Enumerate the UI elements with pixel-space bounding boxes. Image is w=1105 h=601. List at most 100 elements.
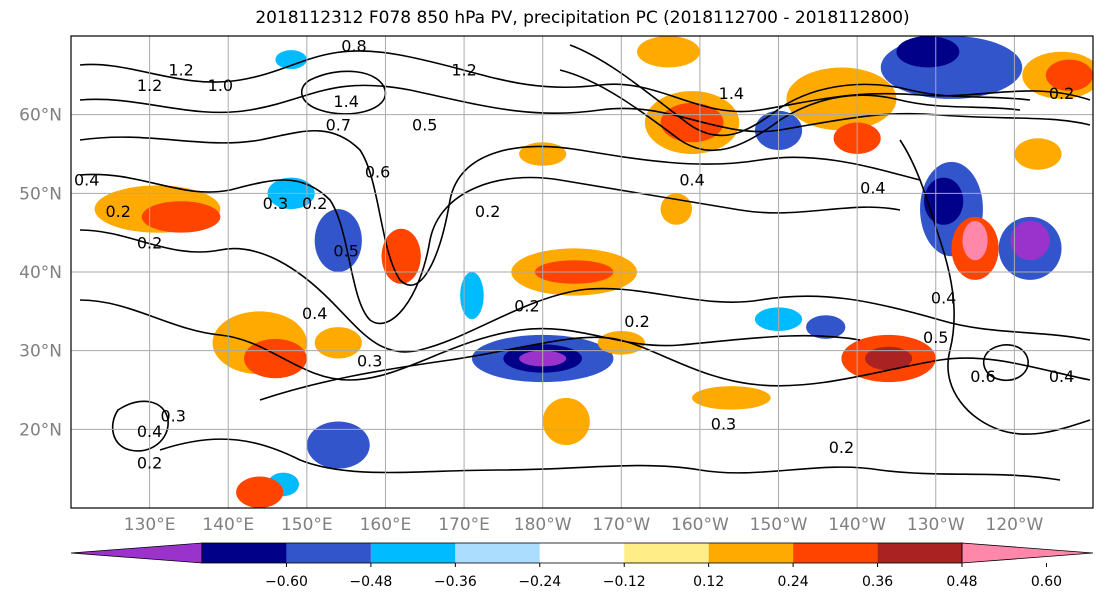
colorbar-tick-label: 0.60 [1031,574,1062,590]
contour-label: 0.2 [137,454,162,473]
contour-label: 0.5 [923,328,948,347]
contour-label: 0.4 [860,178,885,197]
graticule [71,36,1093,508]
lon-tick-label: 170°E [438,515,490,535]
lon-tick-label: 160°E [360,515,412,535]
contour-label: 0.7 [326,115,351,134]
precip-shade [141,201,221,233]
contour-label: 0.8 [341,37,366,56]
longitude-tick-labels: 130°E 140°E 150°E 160°E 170°E 180°W 170°W 160°W… [124,515,1044,535]
precip-shade [806,315,846,339]
contour-line [159,438,1061,481]
lon-tick-label: 160°W [671,515,729,535]
colorbar: −0.60 −0.48 −0.36 −0.24 −0.12 0.12 0.24 0.36 0.4… [70,542,1094,590]
contour-label: 0.2 [624,312,649,331]
contour-label: 0.4 [931,288,956,307]
colorbar-tick-label: 0.12 [693,574,724,590]
contour-label: 0.4 [74,170,99,189]
colorbar-swatch [708,543,794,563]
precip-shade [236,476,284,508]
contour-line [79,173,901,325]
contour-label: 0.3 [160,406,185,425]
contour-label: 0.2 [475,202,500,221]
contour-line [300,70,387,115]
contour-line [982,344,1029,382]
colorbar-swatch [877,543,962,563]
contour-label: 0.2 [302,194,327,213]
precip-shade [314,209,362,272]
contour-label: 0.5 [412,115,437,134]
colorbar-swatch [624,543,709,563]
colorbar-swatch [202,543,287,563]
precip-shade [275,50,307,70]
precipitation-shading [94,36,1093,508]
contour-line [111,400,169,452]
lat-tick-label: 20°N [19,420,62,440]
contour-label: 0.3 [711,414,736,433]
contour-label: 0.4 [1049,367,1074,386]
contour-label: 1.4 [333,92,358,111]
precip-shade [306,421,370,469]
contour-line [899,139,1091,435]
precip-shade [542,397,590,446]
lon-tick-label: 140°E [202,515,254,535]
contour-line [569,44,1031,137]
precip-shade [1010,220,1050,261]
lat-tick-label: 60°N [19,106,62,126]
colorbar-tick-label: −0.36 [434,574,477,590]
contour-labels: 0.8 1.2 1.2 1.0 1.2 1.4 0.7 0.5 0.4 0.2 0.2 0.3 0.2 0… [74,37,1074,473]
colorbar-extend-low [70,542,203,564]
colorbar-swatch [455,543,540,563]
contour-label: 0.2 [1049,84,1074,103]
lat-tick-label: 50°N [19,184,62,204]
contour-line [79,299,861,381]
contour-label: 0.5 [333,241,358,260]
colorbar-tick-label: −0.48 [349,574,392,590]
colorbar-swatch [370,543,456,563]
lon-tick-label: 180°W [514,515,572,535]
precip-shade [786,67,897,131]
precip-shade [923,177,964,225]
colorbar-swatch [286,543,371,563]
precip-shade [896,36,960,68]
contour-line [259,336,1091,401]
contour-label: 0.2 [829,438,854,457]
lon-tick-label: 150°W [750,515,808,535]
lon-tick-label: 170°W [592,515,650,535]
precip-shade [460,272,484,320]
lon-tick-label: 150°E [281,515,333,535]
contour-label: 0.3 [263,194,288,213]
precip-shade [1014,138,1062,170]
colorbar-swatch [539,543,625,563]
contour-label: 1.2 [168,60,193,79]
colorbar-swatch [793,543,878,563]
colorbar-extend-high [961,542,1094,564]
precip-shade [637,36,700,68]
lon-tick-label: 140°W [828,515,886,535]
contour-label: 0.4 [679,170,704,189]
contour-label: 1.4 [719,84,744,103]
colorbar-tick-label: 0.24 [778,574,809,590]
lon-tick-label: 120°W [986,515,1044,535]
lat-tick-label: 40°N [19,263,62,283]
contour-line [559,69,1021,152]
precip-shade [865,346,913,371]
chart-title: 2018112312 F078 850 hPa PV, precipitatio… [255,8,910,28]
precip-shade [1045,59,1093,92]
precip-shade [692,386,771,410]
precip-shade [314,327,362,359]
lat-tick-label: 30°N [19,342,62,362]
contour-label: 1.2 [137,76,162,95]
precip-shade [660,102,724,143]
colorbar-tick-label: −0.60 [265,574,308,590]
colorbar-tick-label: 0.36 [862,574,893,590]
precip-shade [243,338,307,379]
lon-tick-label: 130°W [907,515,965,535]
precip-shade [381,228,421,284]
contour-label: 0.2 [137,233,162,252]
contour-label: 0.2 [514,296,539,315]
map-frame [70,35,1094,509]
colorbar-tick-label: 0.48 [946,574,977,590]
contour-label: 0.2 [105,202,130,221]
